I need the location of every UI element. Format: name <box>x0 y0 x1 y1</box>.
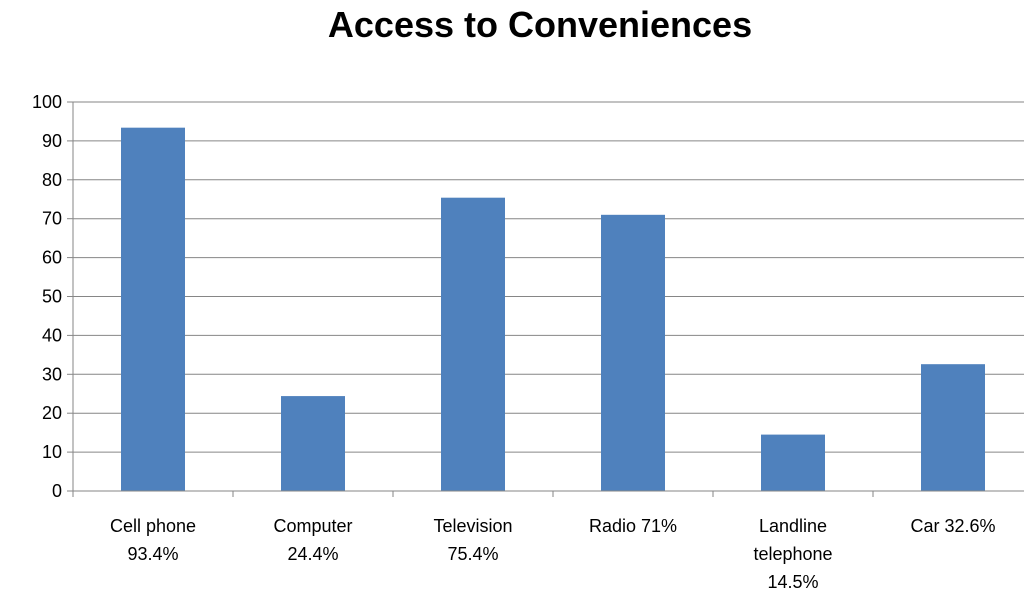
x-category-label: Television <box>433 516 512 536</box>
x-category-label: 93.4% <box>127 544 178 564</box>
axes <box>67 101 1024 497</box>
x-category-label: Landline <box>759 516 827 536</box>
bar <box>441 197 505 491</box>
y-tick-label: 10 <box>42 442 62 462</box>
chart-title: Access to Conveniences <box>327 4 753 45</box>
x-category-label: 14.5% <box>767 572 818 592</box>
x-category-label: Computer <box>273 516 352 536</box>
y-tick-label: 60 <box>42 248 62 268</box>
x-category-label: Cell phone <box>110 516 196 536</box>
y-axis-tick-labels: 0 10 20 30 40 50 60 70 80 90 100 <box>32 92 62 501</box>
bar <box>601 214 665 491</box>
bar <box>121 127 185 491</box>
y-tick-label: 40 <box>42 325 62 345</box>
x-axis-category-labels: Cell phone 93.4% Computer 24.4% Television 75… <box>110 516 996 592</box>
bar <box>761 434 825 491</box>
x-category-label: telephone <box>753 544 832 564</box>
bars <box>121 127 985 491</box>
x-category-label: Radio 71% <box>589 516 677 536</box>
x-category-label: Car 32.6% <box>910 516 995 536</box>
y-tick-label: 0 <box>52 481 62 501</box>
y-tick-label: 20 <box>42 403 62 423</box>
y-tick-label: 50 <box>42 287 62 307</box>
x-category-label: 24.4% <box>287 544 338 564</box>
x-category-label: 75.4% <box>447 544 498 564</box>
y-tick-label: 70 <box>42 209 62 229</box>
bar <box>281 396 345 491</box>
y-tick-label: 90 <box>42 131 62 151</box>
y-tick-label: 80 <box>42 170 62 190</box>
gridlines <box>73 101 1024 453</box>
y-tick-label: 100 <box>32 92 62 112</box>
bar <box>921 364 985 491</box>
y-tick-label: 30 <box>42 364 62 384</box>
